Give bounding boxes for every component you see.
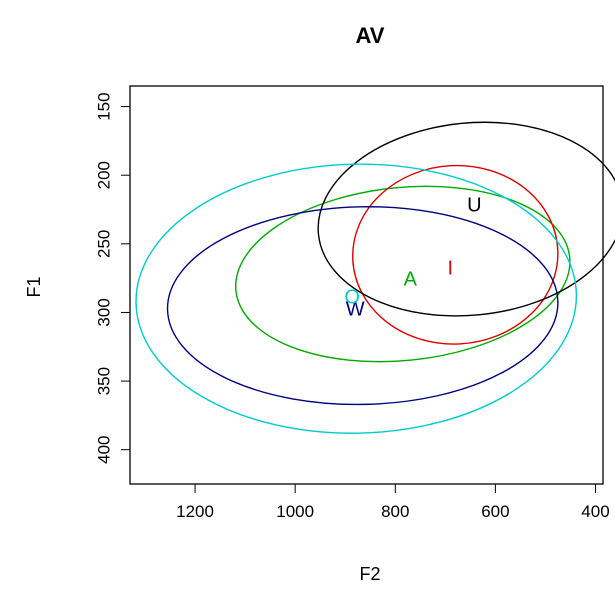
chart-title: AV [356,23,385,48]
point-label-w: W [346,299,365,321]
ellipse-i [352,164,559,345]
x-axis-label: F2 [359,564,380,584]
point-label-a: A [404,269,418,291]
y-tick-label: 250 [95,230,114,258]
y-axis-label: F1 [24,276,44,297]
y-tick-label: 400 [95,436,114,464]
ellipses [135,121,615,434]
x-tick-label: 1000 [276,502,314,521]
ellipse-a [235,185,571,363]
plot-frame [129,85,604,485]
point-label-u: U [467,194,481,216]
x-tick-label: 1200 [176,502,214,521]
ellipse-o [135,163,578,434]
x-axis: 1200 1000 800 600 400 [176,483,610,521]
x-tick-label: 400 [581,502,609,521]
point-labels: A I U WO [344,194,481,320]
y-tick-label: 150 [95,92,114,120]
x-tick-label: 800 [381,502,409,521]
point-label-i: I [448,258,454,280]
ellipse-u [317,121,615,317]
y-tick-label: 350 [95,367,114,395]
ellipse-w [166,206,559,406]
y-tick-label: 200 [95,161,114,189]
point-label-o: O [344,286,360,308]
y-tick-label: 300 [95,298,114,326]
y-axis: 150 200 250 300 350 400 [95,92,131,464]
x-tick-label: 600 [481,502,509,521]
